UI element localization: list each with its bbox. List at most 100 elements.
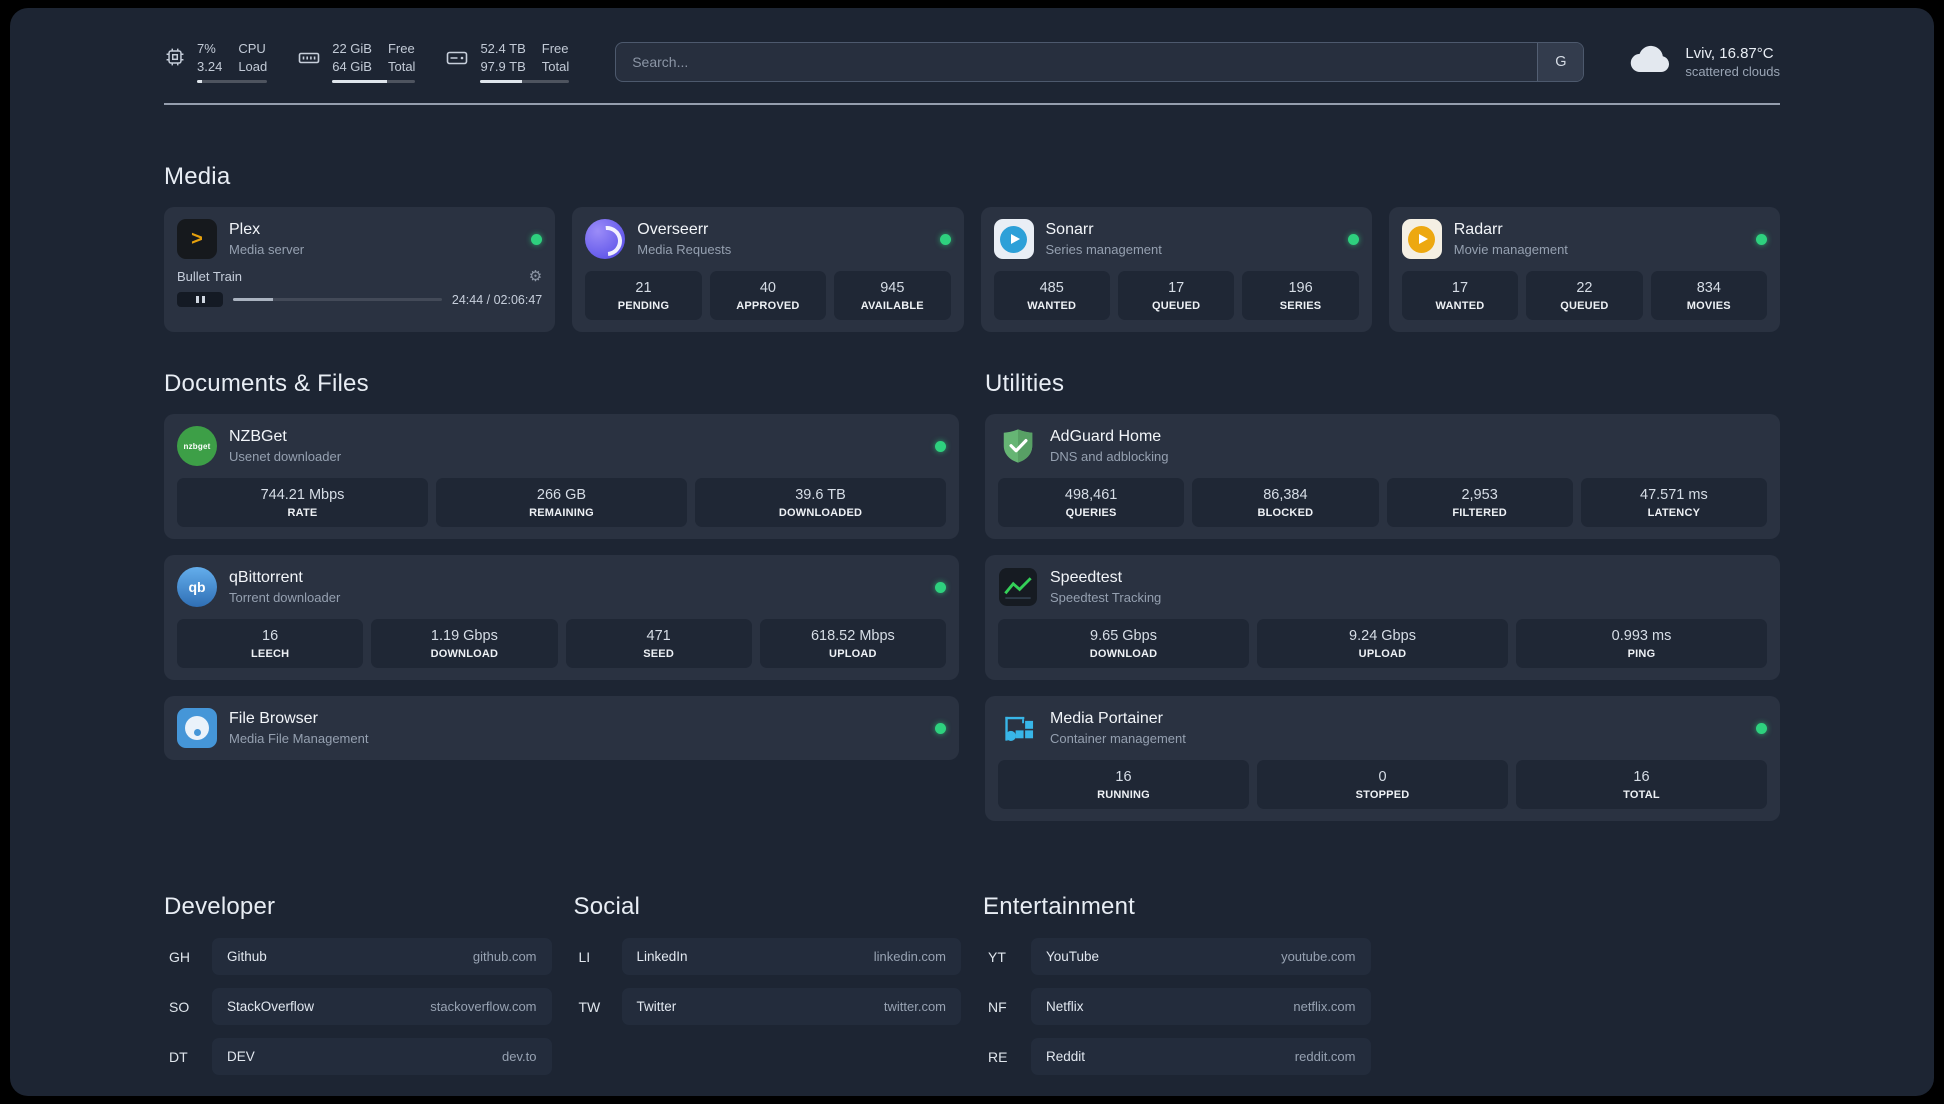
stat: 266 GB REMAINING: [436, 478, 687, 528]
stat-value: 0.993 ms: [1611, 628, 1672, 645]
speedtest-card[interactable]: Speedtest Speedtest Tracking 9.65 Gbps D…: [985, 555, 1780, 681]
bookmark-netflix[interactable]: NF Netflix netflix.com: [983, 988, 1371, 1026]
stat: 498,461 QUERIES: [998, 478, 1185, 528]
memory-total-value: 64 GiB: [332, 58, 372, 74]
bookmark-url: dev.to: [502, 1049, 537, 1065]
stat: 39.6 TB DOWNLOADED: [695, 478, 946, 528]
stat: 945 AVAILABLE: [834, 271, 951, 321]
status-dot: [935, 440, 946, 452]
status-dot: [531, 233, 543, 245]
stat-value: 17: [1168, 280, 1185, 297]
app-name: Overseerr: [637, 221, 709, 239]
bookmark-twitter[interactable]: TW Twitter twitter.com: [574, 988, 961, 1026]
stat-label: WANTED: [1435, 300, 1485, 313]
app-subtitle: Series management: [1045, 242, 1162, 258]
app-subtitle: Speedtest Tracking: [1050, 590, 1162, 606]
bookmark-dev[interactable]: DT DEV dev.to: [164, 1038, 552, 1076]
stat-value: 945: [880, 280, 905, 297]
stat-label: APPROVED: [736, 300, 800, 313]
stat-label: WANTED: [1027, 300, 1077, 313]
stat: 47.571 ms LATENCY: [1580, 478, 1767, 528]
stat: 22 QUEUED: [1526, 271, 1643, 321]
app-subtitle: Movie management: [1453, 242, 1568, 258]
nzbget-card[interactable]: nzbget NZBGet Usenet downloader 744.21 M…: [164, 414, 959, 540]
utilities-section-title: Utilities: [985, 370, 1065, 398]
bookmark-stackoverflow[interactable]: SO StackOverflow stackoverflow.com: [164, 988, 552, 1026]
weather-location-temp: Lviv, 16.87°C: [1685, 44, 1774, 62]
playback-progress-bar: [233, 298, 442, 302]
bookmark-url: twitter.com: [883, 999, 946, 1015]
stat: 0.993 ms PING: [1516, 619, 1767, 669]
status-dot: [935, 722, 946, 734]
sonarr-card[interactable]: Sonarr Series management 485 WANTED 17 Q…: [980, 207, 1372, 333]
bookmark-youtube[interactable]: YT YouTube youtube.com: [983, 938, 1371, 976]
bookmark-github[interactable]: GH Github github.com: [164, 938, 552, 976]
app-name: Sonarr: [1045, 221, 1094, 239]
plex-icon: >: [177, 219, 217, 260]
bookmark-abbr: NF: [988, 998, 1007, 1015]
memory-free-label: Free: [387, 41, 415, 56]
stat-value: 21: [635, 280, 652, 297]
search-input[interactable]: [616, 42, 1538, 81]
resource-widgets: 7% 3.24 CPU Load: [164, 40, 570, 84]
stat-label: QUERIES: [1065, 507, 1117, 520]
memory-widget: 22 GiB 64 GiB Free Total: [297, 40, 416, 84]
stat-value: 16: [1115, 769, 1132, 786]
bookmark-name: StackOverflow: [227, 999, 315, 1015]
stat-value: 0: [1378, 769, 1387, 786]
bookmark-group-title: Entertainment: [983, 893, 1136, 921]
app-subtitle: Container management: [1050, 731, 1186, 747]
stat: 618.52 Mbps UPLOAD: [759, 619, 946, 669]
gear-icon[interactable]: ⚙: [528, 268, 543, 286]
app-subtitle: Torrent downloader: [229, 590, 341, 606]
disk-icon: [445, 46, 469, 75]
stat: 9.24 Gbps UPLOAD: [1257, 619, 1508, 669]
search-provider-button[interactable]: G: [1537, 42, 1584, 81]
stat-label: BLOCKED: [1257, 507, 1314, 520]
filebrowser-card[interactable]: File Browser Media File Management: [164, 696, 959, 761]
stat: 9.65 Gbps DOWNLOAD: [998, 619, 1249, 669]
stat-label: RATE: [287, 507, 318, 520]
app-subtitle: Media server: [229, 242, 305, 258]
bookmark-url: reddit.com: [1294, 1049, 1356, 1065]
qbittorrent-card[interactable]: qb qBittorrent Torrent downloader 16 LEE…: [164, 555, 959, 681]
playback-time: 24:44 / 02:06:47: [451, 292, 543, 307]
stat: 485 WANTED: [993, 271, 1110, 321]
sonarr-icon: [993, 219, 1034, 260]
app-name: Speedtest: [1050, 569, 1123, 587]
radarr-icon: [1401, 219, 1442, 260]
stat: 17 WANTED: [1401, 271, 1519, 321]
plex-card[interactable]: > Plex Media server Bullet Train ⚙: [164, 207, 556, 333]
radarr-card[interactable]: Radarr Movie management 17 WANTED 22 QUE…: [1388, 207, 1780, 333]
speedtest-icon: [998, 567, 1038, 607]
cpu-icon: [164, 46, 186, 73]
bookmark-reddit[interactable]: RE Reddit reddit.com: [983, 1038, 1371, 1076]
stat: 1.19 Gbps DOWNLOAD: [371, 619, 558, 669]
bookmark-group-title: Social: [573, 893, 641, 921]
weather-description: scattered clouds: [1685, 63, 1780, 79]
stat-label: REMAINING: [529, 507, 594, 520]
stat-value: 485: [1039, 280, 1064, 297]
bookmark-name: DEV: [227, 1049, 255, 1065]
disk-total-value: 97.9 TB: [480, 58, 526, 74]
stat: 40 APPROVED: [709, 271, 827, 321]
stat-value: 86,384: [1263, 487, 1308, 504]
stat: 16 LEECH: [177, 619, 364, 669]
documents-section: Documents & Files nzbget NZBGet Usenet d…: [164, 370, 959, 761]
pause-button[interactable]: [177, 292, 223, 308]
bookmark-name: Twitter: [636, 999, 677, 1015]
stat-label: STOPPED: [1355, 789, 1410, 802]
stat-label: AVAILABLE: [860, 300, 924, 313]
stat-value: 9.24 Gbps: [1349, 628, 1416, 645]
overseerr-card[interactable]: Overseerr Media Requests 21 PENDING 40 A…: [572, 207, 964, 333]
app-subtitle: Media File Management: [229, 731, 369, 747]
disk-total-label: Total: [541, 58, 570, 74]
bookmark-linkedin[interactable]: LI LinkedIn linkedin.com: [574, 938, 961, 976]
stat-value: 618.52 Mbps: [810, 628, 895, 645]
header-divider: [164, 103, 1780, 106]
stat: 834 MOVIES: [1650, 271, 1768, 321]
adguard-card[interactable]: AdGuard Home DNS and adblocking 498,461 …: [985, 414, 1780, 540]
status-dot: [1756, 722, 1767, 734]
portainer-card[interactable]: Media Portainer Container management 16 …: [985, 696, 1780, 822]
weather-widget: Lviv, 16.87°C scattered clouds: [1630, 44, 1780, 79]
